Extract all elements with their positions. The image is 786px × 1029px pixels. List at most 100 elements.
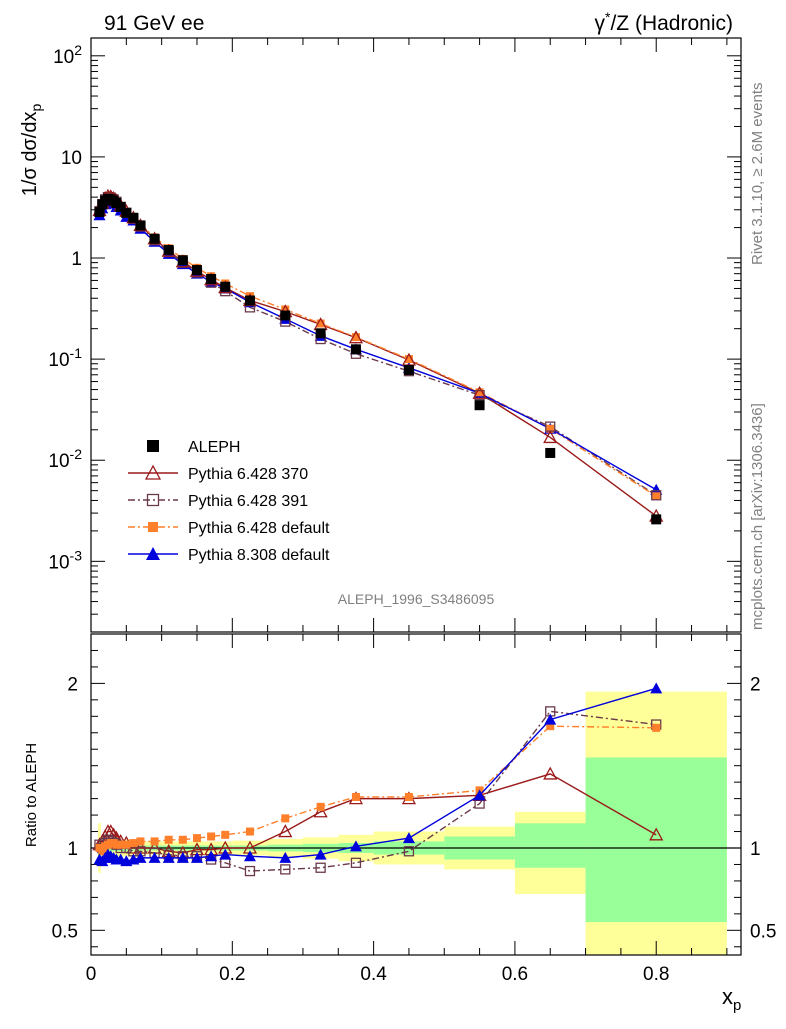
x-tick-label: 0.2 (219, 964, 245, 985)
main-point-aleph (135, 220, 146, 231)
main-point-p6def (546, 424, 555, 433)
main-point-aleph (474, 400, 485, 411)
x-tick-label: 0 (86, 964, 97, 985)
y-tick-label: 1 (71, 249, 82, 270)
legend-label-p6def: Pythia 6.428 default (188, 520, 330, 537)
main-point-p6def (652, 492, 661, 501)
y-tick-label: 10 (61, 148, 82, 169)
ratio-point-p370 (543, 766, 558, 780)
ratio-point-p6def (192, 834, 201, 843)
xlabel: xp (722, 984, 741, 1014)
main-point-p370 (348, 330, 364, 344)
ratio-point-p8def (349, 840, 362, 852)
ratio-point-p6def (98, 847, 107, 856)
main-frame (90, 37, 742, 633)
legend-marker-p391 (146, 493, 160, 507)
main-point-aleph (350, 344, 361, 355)
main-point-aleph (206, 274, 217, 285)
main-point-p6def (475, 388, 484, 397)
ratio-point-p8def (473, 789, 486, 801)
ratio-point-p8def (402, 832, 415, 844)
ratio-y-tick-label: 2 (67, 674, 78, 695)
ratio-point-p6def (221, 830, 230, 839)
ratio-point-p6def (129, 839, 138, 848)
mcplots-text: mcplots.cern.ch [arXiv:1306.3436] (749, 403, 766, 630)
main-point-aleph (651, 514, 662, 525)
main-point-aleph (280, 310, 291, 321)
ratio-y-tick-label-right: 0.5 (750, 921, 776, 942)
ratio-y-tick-label-right: 1 (750, 839, 761, 860)
legend-marker-p370 (144, 464, 162, 480)
ratio-point-p6def (404, 792, 413, 801)
ratio-point-p8def (176, 851, 189, 863)
main-ylabel: 1/σ dσ/dxp (19, 104, 44, 197)
main-point-aleph (403, 365, 414, 376)
x-tick-label: 0.4 (360, 964, 387, 985)
ratio-y-tick-label-right: 2 (750, 674, 761, 695)
ratio-y-tick-label: 1 (67, 839, 78, 860)
ratio-point-p8def (650, 682, 663, 694)
legend-label-p8def: Pythia 8.308 default (188, 547, 330, 564)
header-left-label: 91 GeV ee (104, 12, 204, 35)
y-tick-label: 10-3 (48, 547, 82, 573)
main-point-p370 (543, 430, 558, 444)
ratio-point-p8def (279, 851, 292, 863)
ratio-point-p8def (544, 713, 557, 725)
ratio-point-p8def (162, 851, 175, 863)
ratio-point-p370 (278, 824, 293, 838)
ratio-point-p391 (315, 862, 326, 873)
main-point-aleph (149, 233, 160, 244)
x-tick-label: 0.6 (502, 964, 528, 985)
ratio-point-p6def (178, 835, 187, 844)
ratio-point-p391 (244, 865, 256, 877)
ratio-panel: 0 0.2 0.4 0.6 0.8 0.5 0.5 1 1 2 2 (52, 633, 776, 985)
main-point-aleph (545, 447, 556, 458)
ratio-frame (90, 633, 742, 956)
ratio-point-p6def (351, 792, 360, 801)
ratio-point-p6def (150, 837, 159, 846)
main-point-p6def (351, 333, 360, 342)
ratio-point-p8def (190, 851, 203, 863)
ratio-point-p8def (134, 851, 147, 863)
band-inner-9 (514, 823, 586, 868)
legend-label-p391: Pythia 6.428 391 (188, 493, 308, 510)
ratio-point-p8def (219, 848, 232, 860)
main-point-aleph (115, 201, 126, 212)
main-point-aleph (94, 207, 105, 218)
main-point-aleph (244, 295, 255, 306)
ratio-point-p8def (205, 850, 218, 862)
header-right-label: γ*/Z (Hadronic) (595, 9, 733, 35)
ratio-point-p8def (243, 850, 256, 862)
legend-label-p370: Pythia 6.428 370 (188, 466, 308, 483)
main-panel: 10-3 10-2 10-1 1 10 102 (48, 37, 742, 633)
legend-marker-aleph (147, 440, 159, 452)
ratio-point-p6def (245, 827, 254, 836)
main-point-aleph (315, 328, 326, 339)
main-point-aleph (163, 245, 174, 256)
ratio-point-p6def (281, 814, 290, 823)
y-tick-label: 102 (53, 42, 82, 68)
main-point-p6def (316, 319, 325, 328)
legend: ALEPH Pythia 6.428 370 Pythia 6.428 391 Pyt… (128, 439, 330, 564)
ratio-ylabel: Ratio to ALEPH (23, 743, 40, 847)
main-point-p6def (281, 305, 290, 314)
ratio-point-p370 (313, 804, 328, 818)
main-point-aleph (220, 281, 231, 292)
ratio-point-p6def (316, 802, 325, 811)
ratio-point-p6def (116, 840, 125, 849)
main-point-p370 (472, 385, 487, 399)
ratio-point-p391 (403, 846, 415, 857)
legend-label-aleph: ALEPH (188, 439, 240, 456)
main-point-p6def (404, 355, 413, 364)
ratio-point-p8def (314, 848, 327, 860)
ratio-point-p370 (649, 827, 664, 841)
ratio-point-p6def (136, 837, 145, 846)
ratio-y-tick-label: 0.5 (52, 921, 78, 942)
main-point-aleph (128, 212, 139, 223)
main-point-aleph (121, 207, 132, 218)
ratio-point-p6def (164, 835, 173, 844)
ratio-point-p391 (350, 857, 362, 868)
rivet-version-text: Rivet 3.1.10, ≥ 2.6M events (749, 83, 766, 266)
